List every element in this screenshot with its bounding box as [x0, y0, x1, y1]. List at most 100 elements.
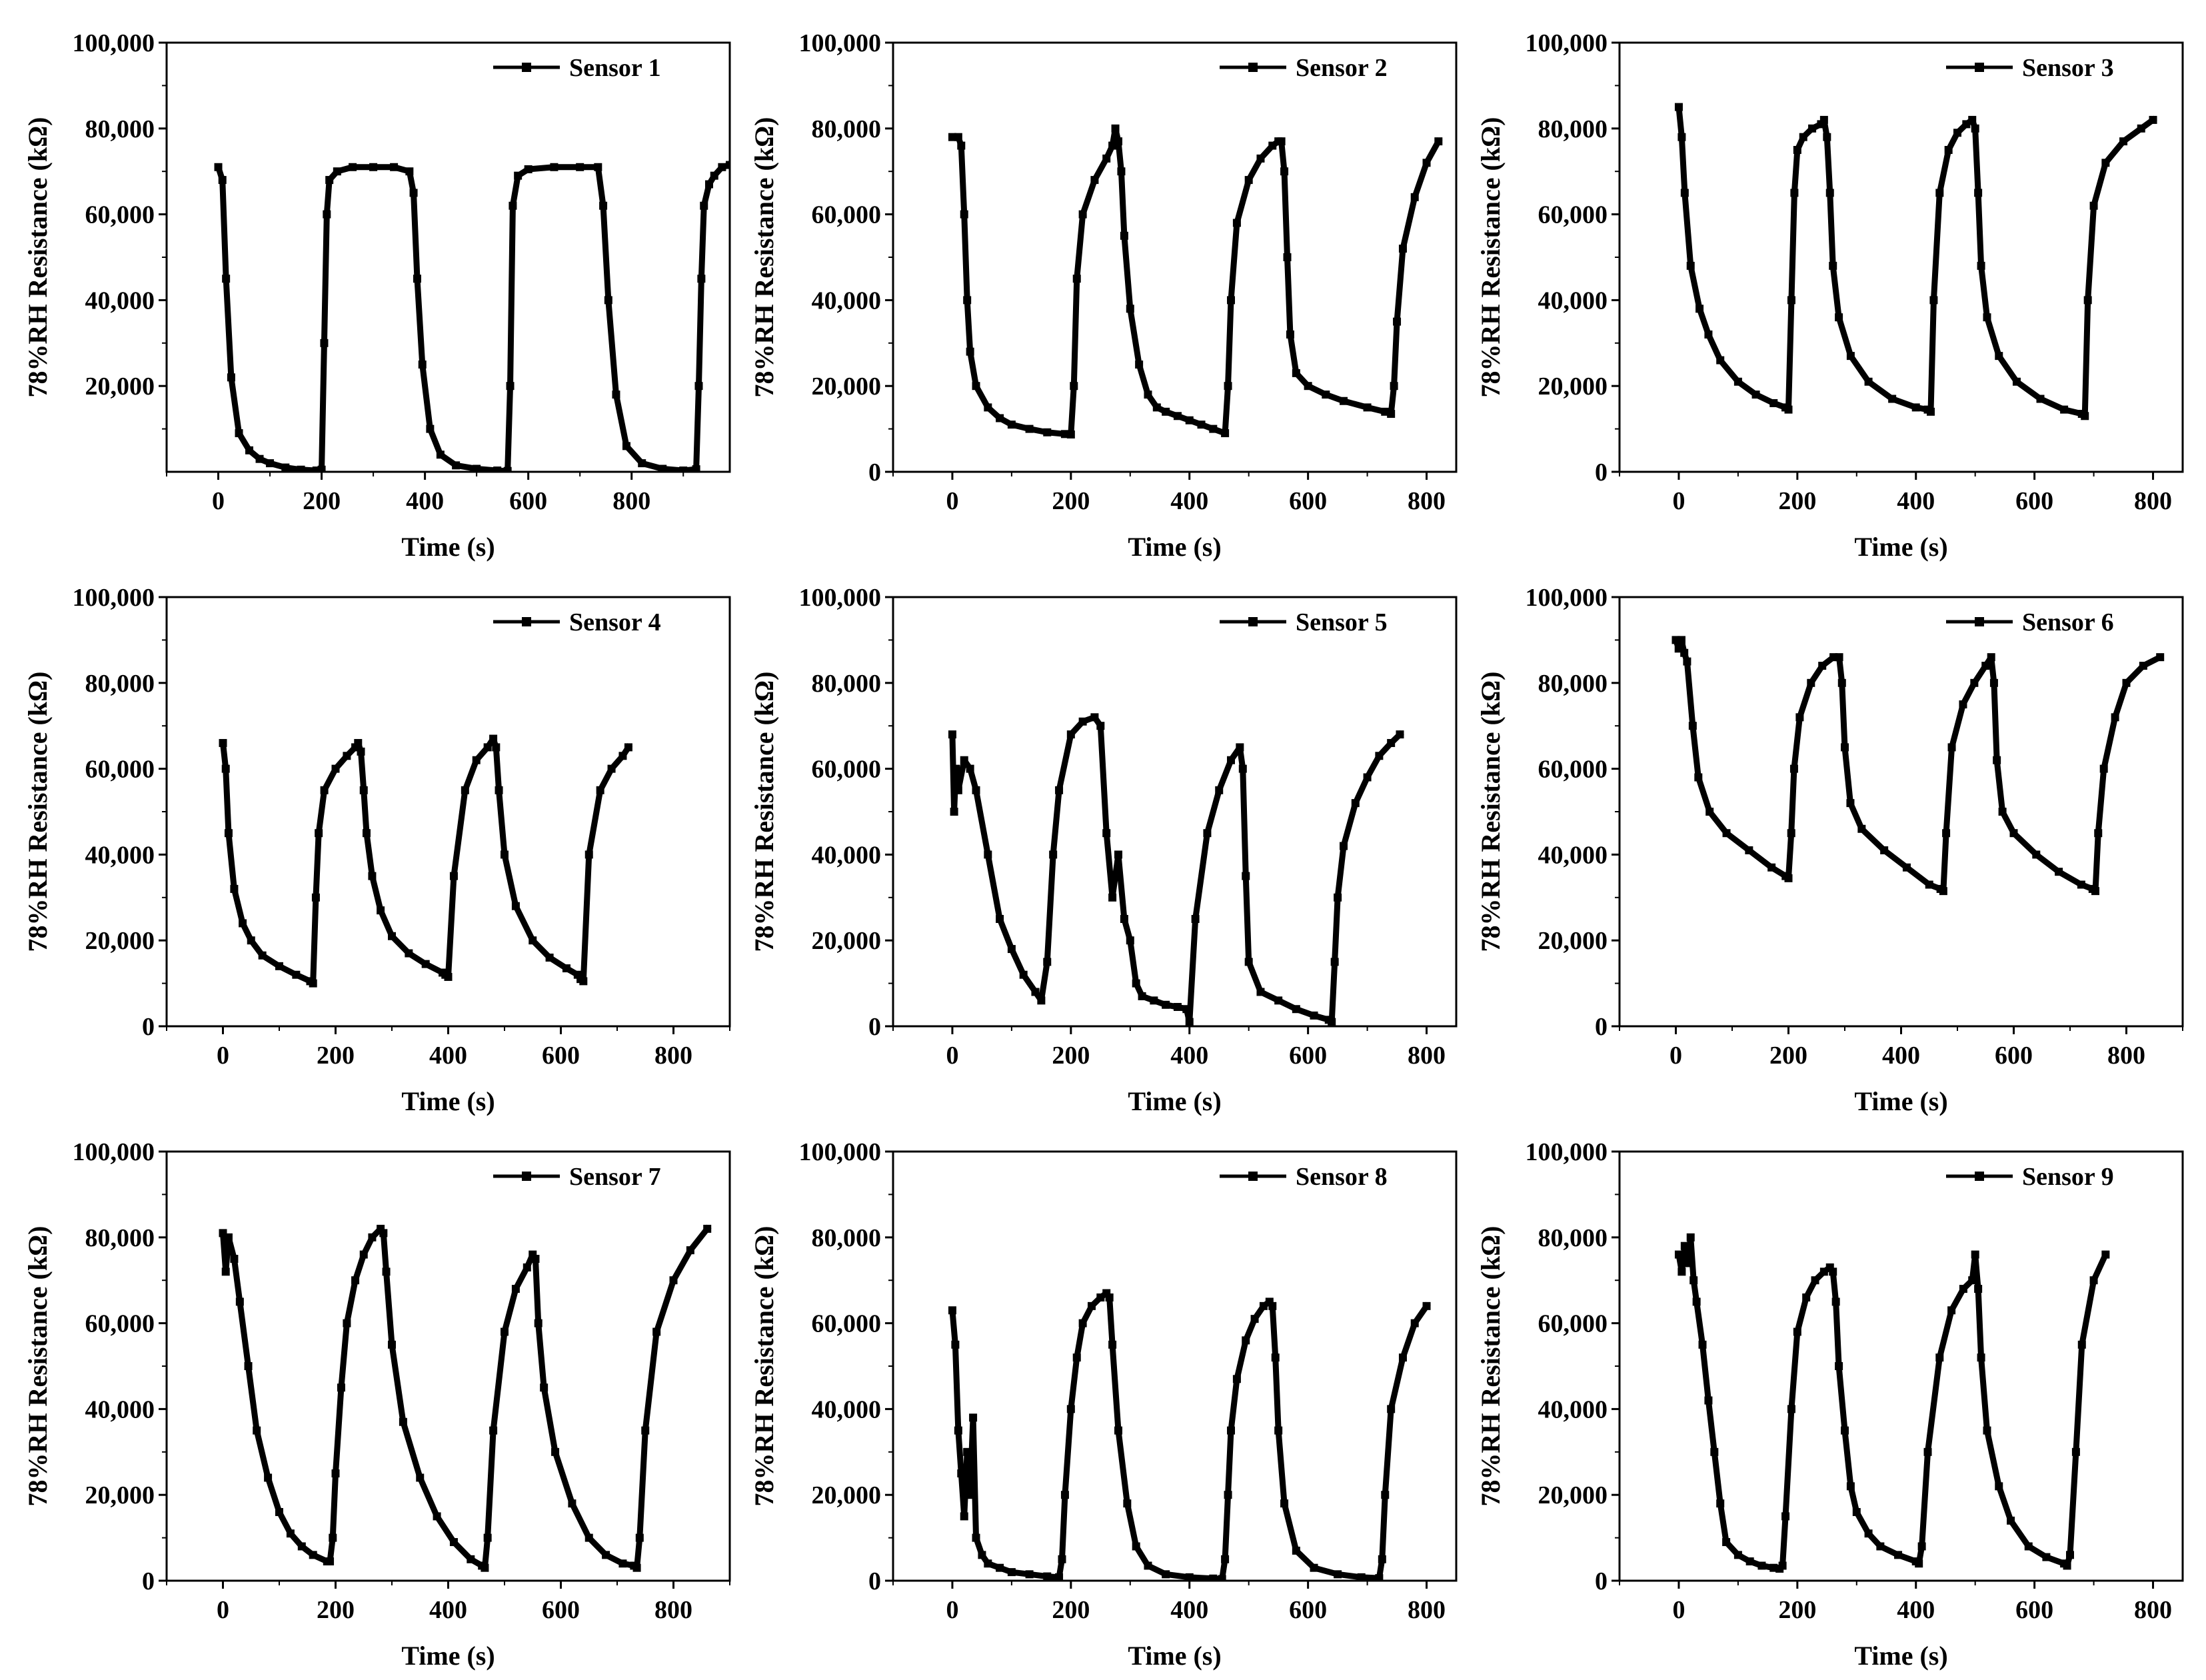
x-tick-label: 600: [509, 487, 547, 515]
data-point: [1043, 958, 1052, 966]
data-point: [599, 201, 608, 210]
data-point: [1182, 1005, 1191, 1014]
chart-panel-5: 0 200 400 600 800 0 20,000 40,000 60,000 80,000 10…: [749, 584, 1458, 1116]
y-tick-label: 100,000: [1526, 29, 1608, 57]
data-point: [1019, 970, 1028, 979]
y-tick-label: 80,000: [85, 115, 155, 143]
data-point: [1929, 296, 1938, 305]
x-tick-label: 0: [1672, 1596, 1685, 1624]
data-point: [311, 893, 320, 902]
data-point: [1066, 1405, 1075, 1413]
data-point: [218, 176, 227, 185]
data-point: [1150, 996, 1158, 1005]
y-tick-label: 80,000: [1538, 670, 1608, 698]
data-point: [703, 1224, 712, 1233]
y-tick-label: 60,000: [812, 201, 882, 229]
data-point: [1977, 1353, 1985, 1362]
data-point: [1680, 189, 1689, 197]
x-tick-label: 400: [1897, 1596, 1935, 1624]
data-point: [1232, 219, 1241, 227]
y-tick-label: 20,000: [812, 1481, 882, 1509]
data-point: [1351, 799, 1360, 808]
data-point: [449, 1538, 458, 1547]
x-tick-label: 600: [1995, 1042, 2033, 1070]
series-sensor-2: [948, 124, 1443, 438]
legend-label: Sensor 2: [1296, 54, 1388, 82]
legend-marker: [1975, 617, 1984, 626]
data-point: [1835, 1362, 1843, 1370]
chart-panel-2: 0 200 400 600 800 0 20,000 40,000 60,000 80,000 10…: [749, 29, 1458, 562]
data-point: [449, 872, 458, 880]
data-point: [2071, 1447, 2080, 1456]
data-point: [331, 764, 340, 773]
data-point: [1334, 893, 1342, 902]
legend-label: Sensor 5: [1296, 608, 1388, 636]
data-point: [1274, 996, 1283, 1005]
data-point: [596, 786, 604, 794]
data-point: [1974, 1285, 1983, 1293]
data-point: [963, 296, 972, 305]
data-point: [2083, 296, 2092, 305]
data-point: [1704, 1396, 1713, 1405]
data-point: [1283, 253, 1292, 261]
x-axis-label: Time (s): [1128, 1641, 1221, 1671]
data-point: [253, 1426, 261, 1435]
y-tick-label: 100,000: [1526, 1138, 1608, 1166]
data-point: [1224, 1491, 1232, 1499]
x-tick-label: 200: [1052, 1042, 1090, 1070]
y-tick-label: 80,000: [812, 670, 882, 698]
data-point: [602, 1551, 610, 1559]
series-line: [219, 1224, 712, 1571]
data-point: [1989, 678, 1998, 687]
data-point: [1378, 1555, 1386, 1563]
data-point: [1968, 115, 1977, 124]
data-point: [1683, 1259, 1692, 1267]
data-point: [1995, 1482, 2003, 1491]
data-point: [1968, 1276, 1977, 1285]
series-line: [949, 125, 1443, 438]
data-point: [1677, 133, 1686, 141]
data-point: [652, 1327, 661, 1336]
data-point: [1334, 1570, 1342, 1579]
data-point: [388, 1340, 396, 1349]
data-point: [1280, 1499, 1289, 1508]
data-point: [692, 465, 700, 472]
data-point: [960, 210, 968, 219]
data-point: [2111, 713, 2119, 722]
series-line: [219, 736, 633, 987]
x-tick-label: 0: [212, 487, 225, 515]
series-line: [949, 714, 1404, 1026]
data-point: [1846, 352, 1855, 361]
plot-frame: [1618, 41, 2184, 473]
data-point: [954, 1426, 962, 1435]
data-point: [1078, 210, 1087, 219]
data-point: [1375, 752, 1384, 760]
data-point: [1072, 1353, 1081, 1362]
data-point: [669, 1276, 678, 1285]
data-point: [2089, 1276, 2098, 1285]
data-point: [1942, 829, 1951, 838]
data-point: [409, 189, 418, 197]
legend-marker: [1248, 1172, 1258, 1181]
x-tick-label: 800: [612, 487, 650, 515]
data-point: [1078, 717, 1087, 726]
data-point: [694, 382, 703, 391]
x-tick-label: 400: [1897, 487, 1935, 515]
data-point: [1209, 1574, 1218, 1581]
data-point: [1398, 245, 1407, 253]
data-point: [1422, 159, 1431, 167]
y-axis-label: 78%RH Resistance (kΩ): [749, 672, 779, 952]
data-point: [2024, 1542, 2033, 1551]
data-point: [1846, 799, 1855, 808]
data-point: [1096, 722, 1105, 730]
data-point: [1704, 330, 1713, 339]
legend-label: Sensor 6: [2022, 608, 2114, 636]
data-point: [1055, 786, 1064, 794]
data-point: [2101, 1250, 2110, 1259]
data-point: [467, 1555, 475, 1563]
data-point: [1680, 648, 1689, 657]
y-axis-label: 78%RH Resistance (kΩ): [1476, 117, 1506, 398]
data-point: [368, 1233, 377, 1242]
y-tick-label: 0: [868, 458, 881, 486]
data-point: [1705, 808, 1714, 816]
